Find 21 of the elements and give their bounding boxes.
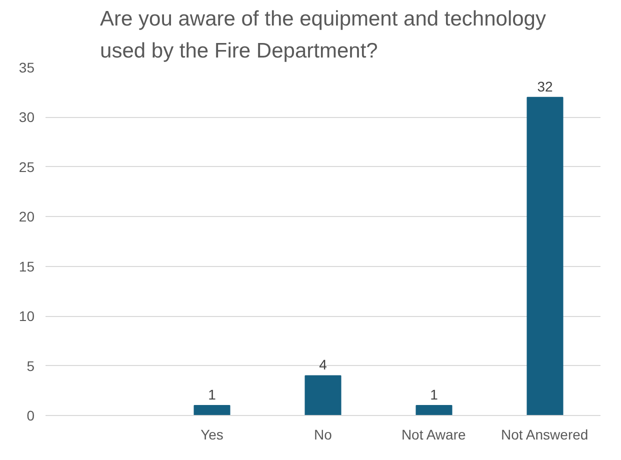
y-tick-label: 5 xyxy=(26,358,35,374)
bar xyxy=(304,375,342,416)
y-tick-label: 25 xyxy=(18,158,35,175)
x-tick-label: Not Answered xyxy=(501,426,588,442)
y-tick-label: 0 xyxy=(26,408,35,424)
y-tick-label: 15 xyxy=(18,258,35,274)
y-tick-label: 20 xyxy=(18,208,35,225)
data-label: 32 xyxy=(537,78,553,94)
x-tick-label: No xyxy=(314,426,332,442)
y-tick-label: 35 xyxy=(18,60,35,76)
x-tick-label: Yes xyxy=(200,426,224,442)
bar xyxy=(194,405,230,416)
bar xyxy=(416,405,452,416)
x-tick-label: Not Aware xyxy=(401,426,466,442)
data-label: 4 xyxy=(319,356,328,373)
chart-title: Are you aware of the equipment and technology used by the Fire Department? xyxy=(100,7,546,62)
y-tick-label: 30 xyxy=(18,109,35,126)
bar xyxy=(526,96,564,416)
data-label: 1 xyxy=(430,386,438,403)
data-label: 1 xyxy=(208,386,216,403)
y-tick-label: 10 xyxy=(18,308,35,324)
